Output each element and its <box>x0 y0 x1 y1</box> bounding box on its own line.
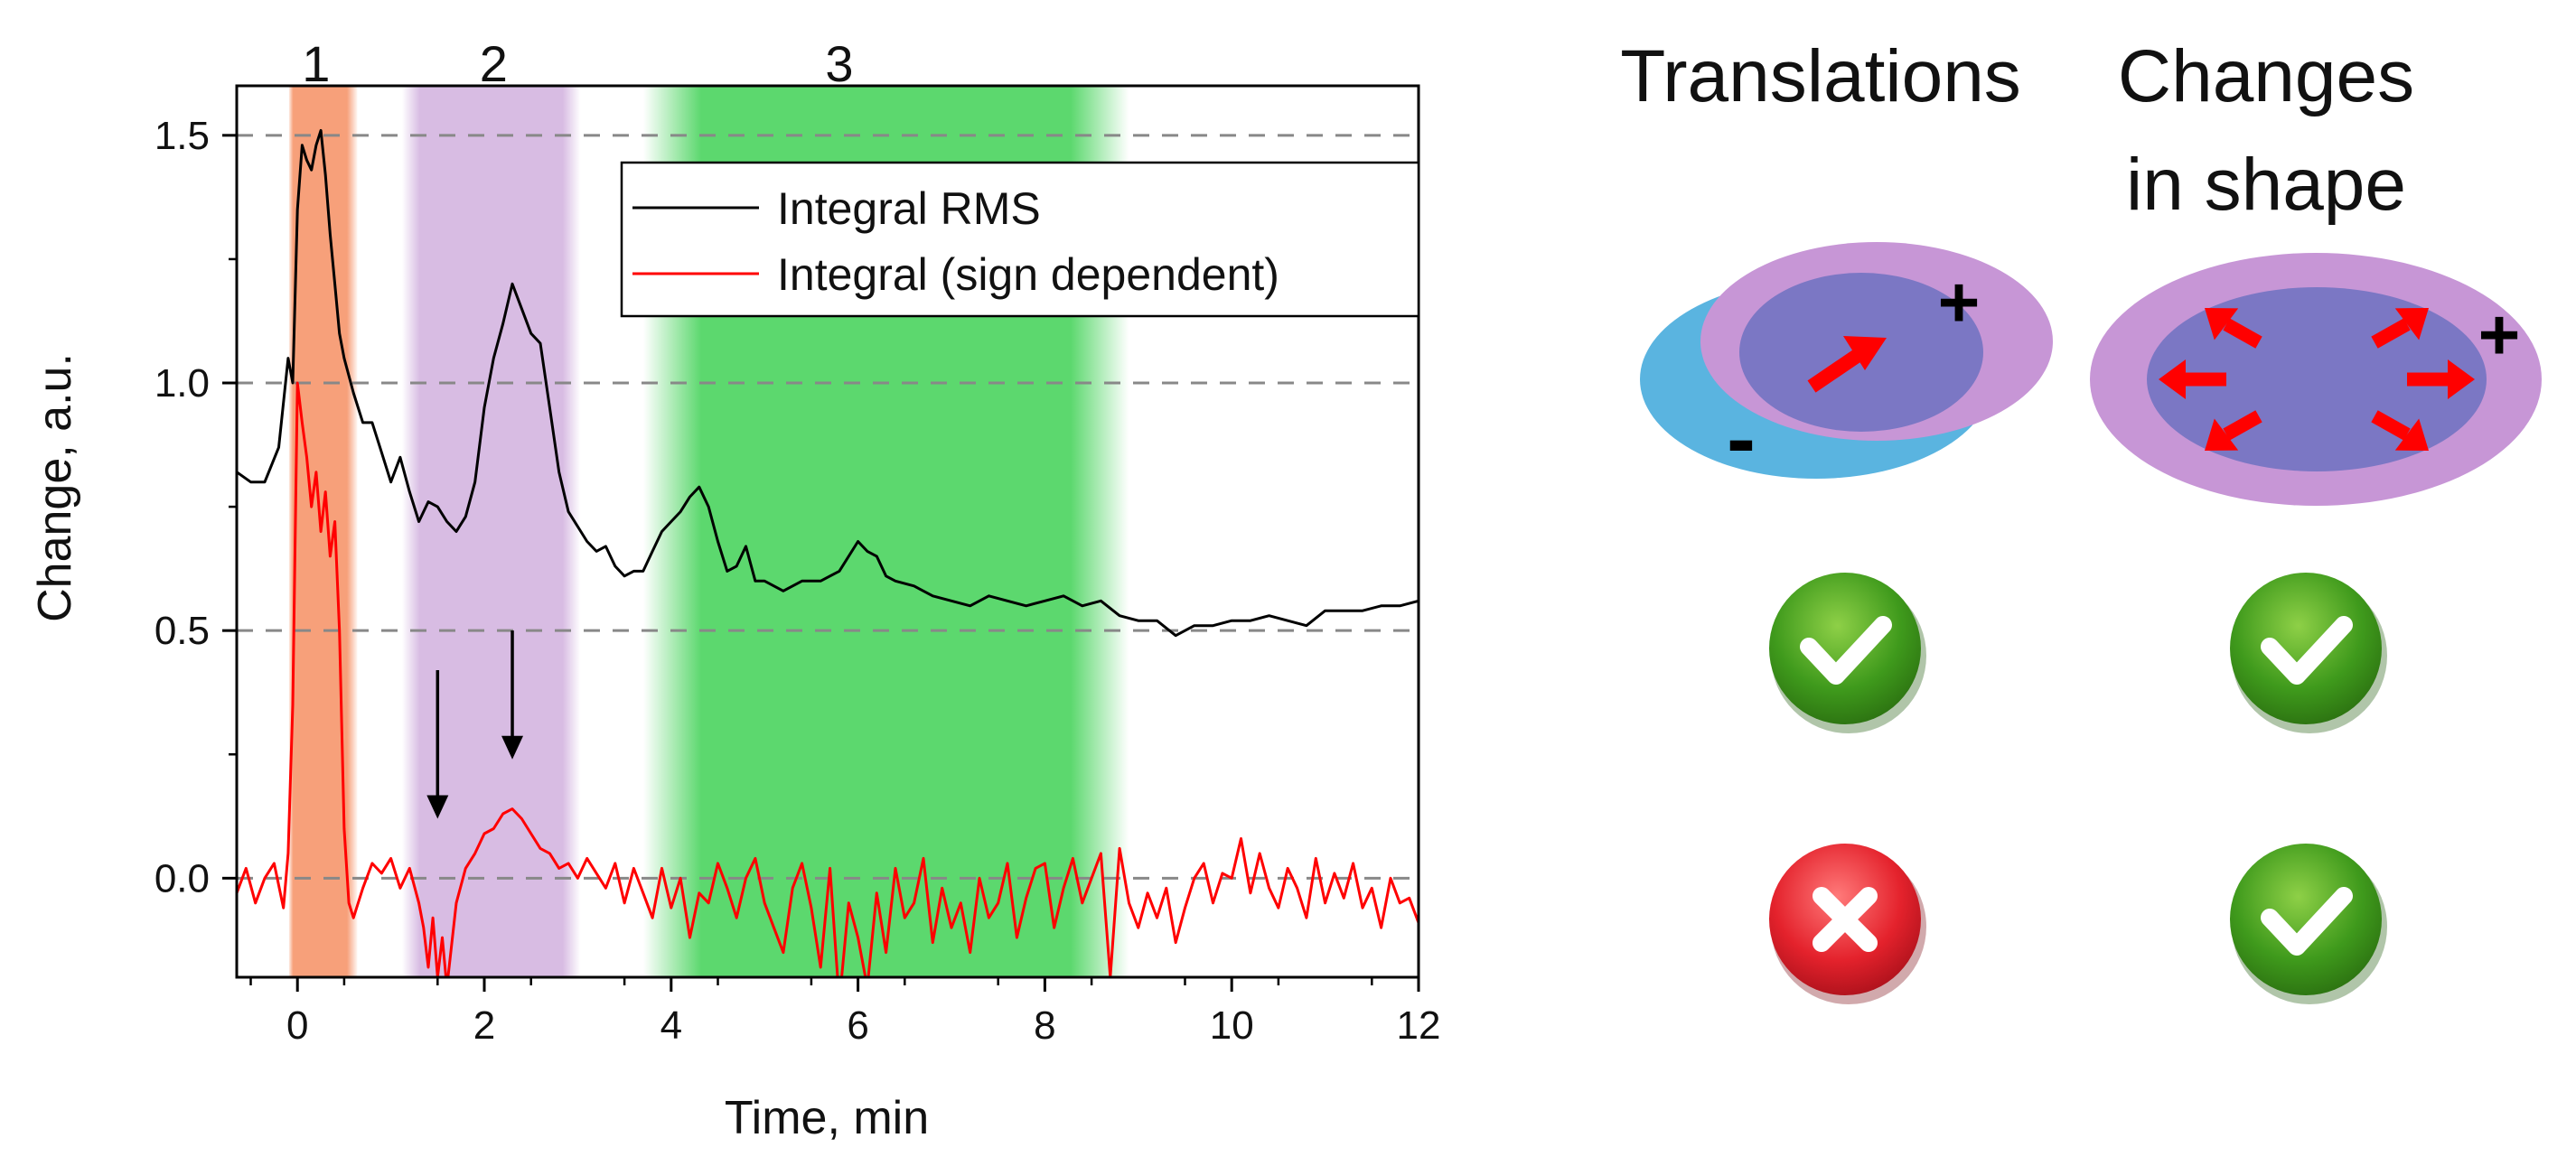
y-tick-label: 1.5 <box>155 114 210 158</box>
expansion-arrowhead <box>2394 418 2429 452</box>
expansion-arrow-shaft <box>2223 318 2262 349</box>
expansion-arrowhead <box>2448 359 2475 399</box>
x-tick-label: 6 <box>847 1003 868 1048</box>
check-icon <box>1769 573 1926 733</box>
expansion-arrow-shaft <box>2371 318 2411 349</box>
region-label-3: 3 <box>825 35 853 92</box>
expansion-arrow-shaft <box>2223 410 2262 441</box>
expansion-arrow-shaft <box>2371 410 2411 441</box>
annotation-arrowhead <box>426 795 449 819</box>
y-axis-title: Change, a.u. <box>29 353 81 622</box>
x-tick-label: 2 <box>473 1003 495 1048</box>
x-tick-label: 10 <box>1210 1003 1254 1048</box>
x-tick-label: 0 <box>286 1003 308 1048</box>
column-title-translations: Translations <box>1620 35 2021 117</box>
comparison-panel: Translations Changes in shape + - + <box>1620 35 2542 1004</box>
legend-box <box>620 161 1420 318</box>
expansion-arrowhead <box>2205 418 2239 452</box>
column-title-shape-line1: Changes <box>2118 35 2414 117</box>
legend-label-sign: Integral (sign dependent) <box>777 249 1279 300</box>
expansion-arrowhead <box>2394 307 2429 340</box>
x-tick-label: 8 <box>1034 1003 1055 1048</box>
region-2-band <box>402 86 581 977</box>
cross-icon <box>1769 844 1926 1004</box>
plus-sign-translation: + <box>1938 262 1981 342</box>
legend: Integral RMS Integral (sign dependent) <box>620 161 1420 318</box>
axis-ticks: 0 2 4 6 8 10 12 0.0 0.5 1.0 1.5 <box>155 114 1441 1048</box>
region-label-1: 1 <box>302 35 330 92</box>
region-label-2: 2 <box>480 35 508 92</box>
translation-arrow <box>1807 336 1887 393</box>
legend-label-rms: Integral RMS <box>777 183 1041 234</box>
annotation-arrowhead <box>501 735 524 760</box>
expansion-arrows <box>2159 307 2475 452</box>
region-labels: 1 2 3 <box>302 35 853 92</box>
y-tick-label: 0.5 <box>155 609 210 653</box>
series-line-integral-sign-dependent <box>237 381 1419 977</box>
translation-diagram: + - <box>1640 242 2053 487</box>
column-title-shape-line2: in shape <box>2126 144 2406 226</box>
series-line-integral-rms <box>237 128 1419 638</box>
region-1-band <box>288 86 358 977</box>
annotation-arrows <box>426 630 524 819</box>
check-icon <box>2230 844 2387 1004</box>
expansion-arrowhead <box>2205 307 2239 340</box>
series-layer <box>237 128 1419 977</box>
y-tick-label: 1.0 <box>155 361 210 406</box>
x-axis-title: Time, min <box>725 1092 929 1144</box>
minus-sign-translation: - <box>1727 390 1756 487</box>
plus-sign-shape: + <box>2478 294 2521 375</box>
check-icon <box>2230 573 2387 733</box>
expansion-arrowhead <box>2159 359 2186 399</box>
y-tick-label: 0.0 <box>155 856 210 900</box>
x-tick-label: 4 <box>660 1003 682 1048</box>
shape-change-diagram: + <box>2090 253 2542 506</box>
axes-frame <box>235 84 1420 979</box>
x-tick-label: 12 <box>1397 1003 1441 1048</box>
